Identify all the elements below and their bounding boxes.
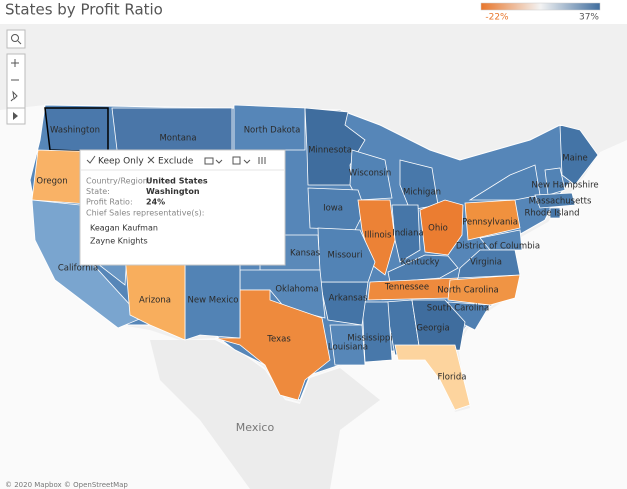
state-label: California [58,264,98,274]
state-label: New Hampshire [531,181,598,191]
tooltip-box [79,149,286,266]
state-shape[interactable] [329,324,366,366]
state-label: Pennsylvania [462,218,518,228]
search-button[interactable] [6,29,26,49]
state-shape[interactable] [534,192,576,209]
state-shape[interactable] [549,207,561,219]
view-data-button[interactable] [258,157,266,164]
state-label: Maine [562,154,588,164]
place-label: Mexico [236,421,275,434]
state-shape[interactable] [349,149,393,201]
state-label: North Carolina [437,286,498,296]
field-label: Profit Ratio: [86,198,133,207]
state-shape[interactable] [457,249,521,279]
section-label: Chief Sales representative(s): [86,209,204,218]
state-label: Missouri [328,251,363,261]
legend-ramp [480,2,601,11]
state-label: Rhode Island [524,209,579,219]
field-value: Washington [146,187,200,196]
state-label: Arkansas [329,294,368,304]
state-label: Arizona [139,296,171,306]
state-label: Minnesota [308,146,352,156]
state-label: Texas [266,335,291,345]
zoom-controls[interactable] [6,53,26,109]
state-shape[interactable] [479,229,523,251]
state-label: Ohio [428,224,448,234]
legend-min: -22% [485,13,509,23]
state-label: North Dakota [244,126,301,136]
ocean [0,105,627,489]
group-button[interactable] [204,157,223,165]
attribution: © 2020 Mapbox © OpenStreetMap [5,481,128,489]
state-shape[interactable] [391,204,421,263]
rep-name: Keagan Kaufman [90,224,158,233]
state-label: Indiana [392,229,423,239]
state-label: Iowa [323,204,343,214]
state-shape[interactable] [464,199,521,241]
field-value: 24% [146,198,165,207]
mexico-land [150,340,380,489]
state-label: Oklahoma [275,285,318,295]
state-label: Oregon [36,177,67,187]
state-label: Kansas [290,249,321,259]
exclude-button[interactable]: Exclude [158,157,194,167]
state-label: Tennessee [384,283,429,293]
state-shape[interactable] [411,299,466,353]
state-label: Louisiana [328,343,368,353]
keep-only-button[interactable]: Keep Only [98,157,144,167]
state-shape[interactable] [544,167,566,196]
state-label: New Mexico [188,296,239,306]
state-shape[interactable] [559,124,599,186]
state-label: Wisconsin [349,169,391,179]
map-toolbar [6,29,26,125]
state-label: Massachusetts [529,197,592,207]
tooltip: Keep Only Exclude Country/Region:United … [79,149,286,266]
state-shape[interactable] [419,199,464,256]
field-label: Country/Region: [86,177,151,186]
state-label: District of Columbia [456,242,540,252]
field-label: State: [86,187,110,196]
state-label: Virginia [470,258,502,268]
state-label: Montana [159,134,196,144]
state-shape[interactable] [447,274,521,306]
title: States by Profit Ratio [5,1,163,19]
rep-name: Zayne Knights [90,237,148,246]
field-value: United States [146,177,208,186]
set-button[interactable] [232,156,251,165]
state-label: South Carolina [427,304,489,314]
legend-max: 37% [579,13,599,23]
state-shape[interactable] [307,187,366,231]
state-shape[interactable] [399,159,439,211]
state-shape[interactable] [304,107,366,186]
state-shape[interactable] [357,199,396,276]
state-shape[interactable] [468,164,541,201]
state-label: Georgia [416,324,449,334]
state-label: Illinois [365,231,393,241]
state-label: Mississippi [347,334,392,344]
state-label: Florida [438,373,467,383]
state-label: Michigan [403,188,441,198]
state-shape[interactable] [361,301,393,363]
state-shape[interactable] [394,344,471,411]
state-label: Washington [50,126,100,136]
state-shape[interactable] [233,104,306,151]
state-shape[interactable] [214,289,331,401]
state-label: Kentucky [401,258,440,268]
